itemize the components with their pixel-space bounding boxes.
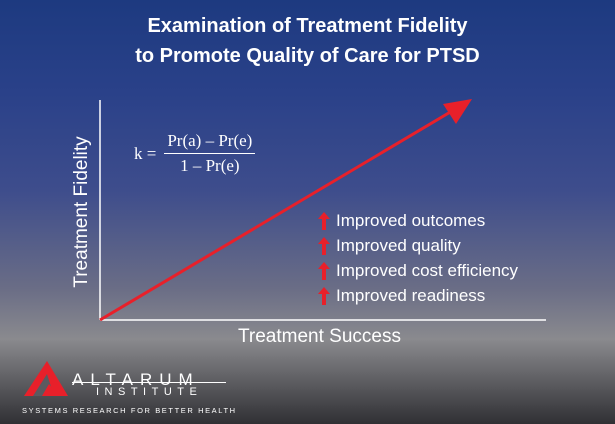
altarum-logo-icon bbox=[24, 361, 68, 396]
outcome-item: Improved cost efficiency bbox=[318, 258, 518, 283]
trend-arrow-head bbox=[443, 99, 472, 124]
outcome-label: Improved readiness bbox=[336, 285, 486, 305]
y-axis-label: Treatment Fidelity bbox=[71, 136, 92, 288]
formula-fraction: Pr(a) – Pr(e) 1 – Pr(e) bbox=[164, 131, 256, 176]
formula-denominator: 1 – Pr(e) bbox=[180, 156, 240, 175]
outcome-item: Improved outcomes bbox=[318, 208, 518, 233]
kappa-formula: k = Pr(a) – Pr(e) 1 – Pr(e) bbox=[134, 131, 256, 176]
outcomes-list: Improved outcomes Improved quality Impro… bbox=[318, 208, 518, 308]
trend-arrow-line bbox=[99, 109, 453, 322]
brand-subtitle: INSTITUTE bbox=[96, 386, 203, 398]
up-arrow-icon bbox=[318, 286, 330, 305]
up-arrow-icon bbox=[318, 236, 330, 255]
outcome-label: Improved cost efficiency bbox=[336, 260, 519, 280]
formula-lhs: k = bbox=[134, 143, 157, 163]
outcome-label: Improved outcomes bbox=[336, 210, 486, 230]
slide-title-line-2: to Promote Quality of Care for PTSD bbox=[135, 45, 480, 67]
brand-tagline: SYSTEMS RESEARCH FOR BETTER HEALTH bbox=[22, 406, 237, 415]
outcome-label: Improved quality bbox=[336, 235, 461, 255]
x-axis-label: Treatment Success bbox=[238, 326, 401, 347]
formula-numerator: Pr(a) – Pr(e) bbox=[164, 131, 256, 154]
up-arrow-icon bbox=[318, 261, 330, 280]
outcome-item: Improved readiness bbox=[318, 283, 518, 308]
slide-title-line-1: Examination of Treatment Fidelity bbox=[147, 15, 468, 37]
up-arrow-icon bbox=[318, 211, 330, 230]
outcome-item: Improved quality bbox=[318, 233, 518, 258]
brand-name: ALTARUM bbox=[72, 370, 200, 389]
brand-divider bbox=[72, 382, 226, 383]
